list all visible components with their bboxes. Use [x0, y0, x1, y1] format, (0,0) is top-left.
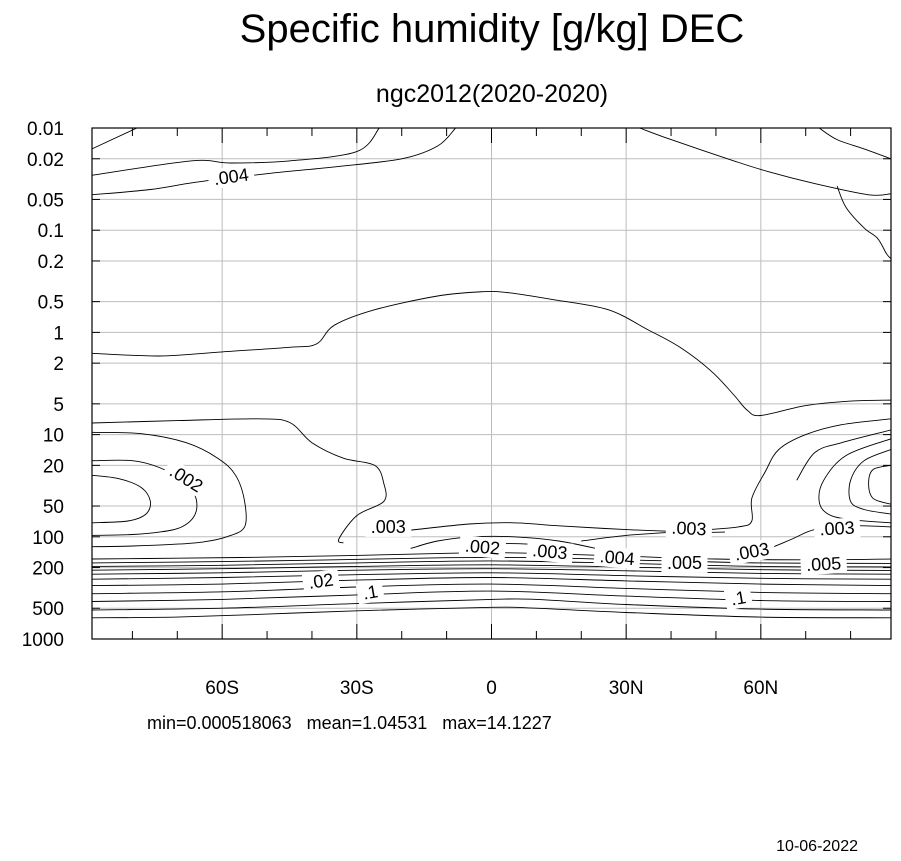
y-tick-label: 0.02	[27, 150, 64, 171]
contour-label-text: .003	[819, 518, 855, 540]
contour-label-bg	[727, 537, 777, 566]
y-tick-label: 500	[32, 599, 64, 620]
contour-line	[91, 572, 892, 580]
y-axis: 0.01 0.02 0.05 0.1 0.2 0.5 1 2 5 10 20 50 100 200 500 1…	[22, 119, 891, 651]
contour-label-text: .02	[307, 570, 335, 593]
contour-label: .002	[161, 458, 212, 500]
y-tick-label: 0.5	[38, 293, 64, 314]
contour-label-text: .003	[671, 518, 707, 540]
contour-label-text: .004	[599, 546, 636, 569]
contour-line	[91, 583, 892, 595]
contour-line	[91, 127, 456, 196]
y-tick-label: 1	[53, 323, 64, 344]
contour-label: .004	[207, 163, 256, 190]
contour-label-text: .005	[806, 553, 842, 575]
contour-line	[91, 291, 892, 417]
contour-label-bg	[800, 552, 848, 576]
contour-label-bg	[355, 580, 385, 605]
contour-line	[91, 598, 892, 611]
y-tick-label: 0.2	[38, 252, 64, 273]
contour-label-text: .002	[464, 536, 501, 559]
y-tick-label: 10	[43, 426, 64, 447]
contour-labels: .004 .002 .003 .003 .003 .002 .003 .004 .005 .003…	[161, 163, 861, 611]
contour-label-bg	[161, 458, 212, 500]
contour-label-bg	[593, 545, 641, 570]
contour-label-bg	[665, 517, 713, 540]
contour-label-text: .003	[371, 517, 406, 537]
contour-line	[91, 590, 892, 602]
contour-label-text: .004	[212, 164, 249, 189]
contour-line	[91, 577, 892, 587]
contour-label-bg	[526, 539, 574, 564]
x-tick-label: 60S	[205, 678, 239, 699]
contour-label: .003	[365, 516, 412, 537]
contour-label-bg	[661, 552, 708, 573]
x-tick-label: 30S	[340, 678, 374, 699]
contour-label: .1	[723, 586, 753, 611]
contour-label-text: .005	[667, 553, 702, 573]
contour-line	[868, 464, 892, 505]
y-tick-label: 100	[32, 528, 64, 549]
y-tick-label: 5	[53, 395, 64, 416]
contour-label: .005	[661, 552, 708, 573]
contour-label-text: .1	[361, 581, 379, 603]
contour-line	[818, 438, 892, 524]
contour-label: .02	[301, 568, 341, 594]
contour-label-bg	[301, 568, 341, 594]
y-tick-label: 50	[43, 497, 64, 518]
contour-label-text: .003	[532, 540, 569, 563]
grid-lines	[92, 127, 891, 640]
contour-line	[836, 185, 892, 260]
contour-line	[91, 418, 387, 544]
y-tick-label: 0.05	[27, 190, 64, 211]
contour-label-bg	[458, 535, 507, 560]
x-axis: 60S 30S 0 30N 60N	[131, 128, 852, 699]
contour-label-bg	[365, 516, 412, 537]
contour-label: .002	[458, 535, 507, 560]
contour-line	[91, 459, 198, 536]
y-tick-label: 1000	[22, 630, 64, 651]
contour-line	[91, 560, 892, 568]
y-tick-label: 200	[32, 559, 64, 580]
contour-label-bg	[207, 163, 256, 190]
x-tick-label: 0	[486, 678, 497, 699]
contour-line	[91, 474, 152, 524]
contour-label: .003	[526, 539, 574, 564]
contour-label: .003	[665, 517, 713, 540]
contour-label-bg	[723, 586, 753, 611]
x-tick-label: 60N	[743, 678, 778, 699]
contour-label-text: .003	[733, 539, 771, 565]
date-text: 10-06-2022	[776, 838, 858, 855]
contour-label: .005	[800, 552, 848, 576]
contour-line	[91, 127, 138, 150]
contour-line	[818, 127, 892, 160]
contour-line	[796, 429, 892, 481]
contour-line	[91, 127, 380, 176]
contour-label: .1	[355, 580, 385, 605]
y-tick-label: 2	[53, 354, 64, 375]
contour-label: .004	[593, 545, 641, 570]
contour-line	[91, 564, 892, 571]
chart-subtitle: ngc2012(2020-2020)	[376, 80, 608, 108]
contour-label: .003	[813, 517, 861, 540]
contour-line	[91, 606, 892, 619]
contour-label-text: .1	[729, 587, 747, 609]
contour-line	[639, 127, 892, 196]
contour-line	[91, 431, 247, 548]
contour-line	[848, 449, 892, 515]
x-tick-label: 30N	[609, 678, 644, 699]
contour-label-bg	[813, 517, 861, 540]
y-tick-label: 0.01	[27, 119, 64, 140]
contour-line	[410, 535, 613, 553]
y-tick-label: 20	[43, 456, 64, 477]
stats-text: min=0.000518063 mean=1.04531 max=14.1227	[147, 713, 552, 733]
chart-title: Specific humidity [g/kg] DEC	[240, 7, 745, 51]
y-tick-label: 0.1	[38, 221, 64, 242]
contour-label: .003	[727, 537, 777, 566]
contour-line	[91, 568, 892, 575]
